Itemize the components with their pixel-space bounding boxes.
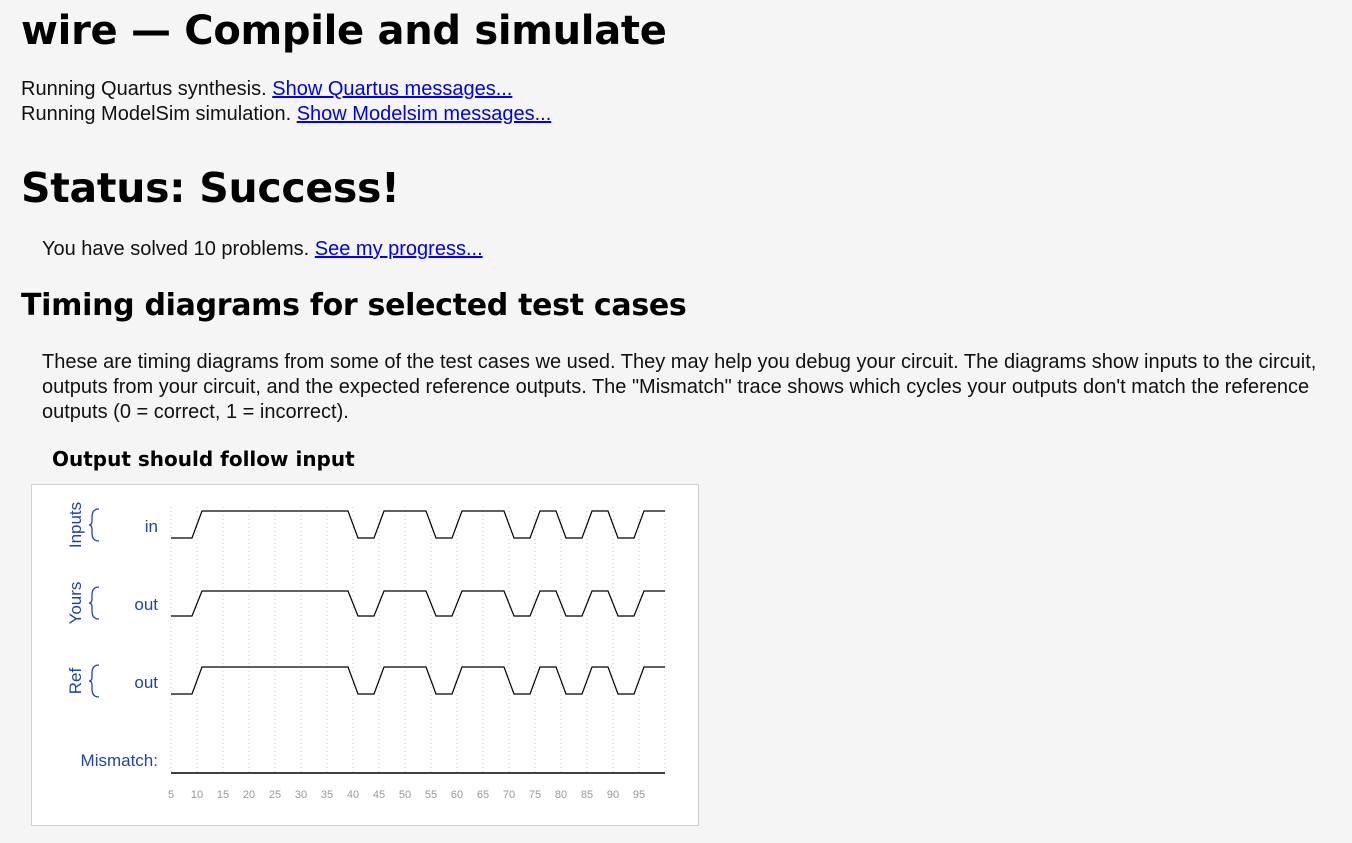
- signal-label-inputs: in: [145, 517, 158, 536]
- tick-label: 95: [633, 789, 645, 801]
- group-label-inputs: Inputs: [66, 502, 85, 548]
- solved-line: You have solved 10 problems. See my prog…: [42, 238, 483, 261]
- show-modelsim-messages-link[interactable]: Show Modelsim messages...: [296, 103, 552, 125]
- tick-label: 50: [399, 789, 411, 801]
- tick-label: 15: [217, 789, 229, 801]
- tick-label: 25: [269, 789, 281, 801]
- tick-label: 90: [607, 789, 619, 801]
- page-title: wire — Compile and simulate: [21, 8, 667, 54]
- modelsim-line: Running ModelSim simulation. Show Models…: [21, 103, 551, 126]
- quartus-line: Running Quartus synthesis. Show Quartus …: [21, 78, 512, 101]
- tick-label: 5: [168, 789, 174, 801]
- waveform-inputs-in: [171, 510, 665, 539]
- tick-label: 55: [425, 789, 437, 801]
- status-heading: Status: Success!: [21, 164, 400, 212]
- group-brace: [88, 664, 100, 698]
- group-label-yours: Yours: [66, 582, 85, 625]
- signal-label-yours: out: [134, 595, 158, 614]
- group-brace: [88, 586, 100, 620]
- tick-label: 40: [347, 789, 359, 801]
- tick-label: 85: [581, 789, 593, 801]
- modelsim-status-text: Running ModelSim simulation.: [21, 103, 292, 125]
- tick-label: 35: [321, 789, 333, 801]
- group-label-ref: Ref: [66, 668, 85, 695]
- timing-diagrams-heading: Timing diagrams for selected test cases: [21, 288, 687, 323]
- quartus-status-text: Running Quartus synthesis.: [21, 78, 267, 100]
- tick-label: 80: [555, 789, 567, 801]
- mismatch-label: Mismatch:: [81, 751, 158, 770]
- tick-label: 75: [529, 789, 541, 801]
- tick-label: 60: [451, 789, 463, 801]
- signal-label-ref: out: [134, 673, 158, 692]
- tick-label: 45: [373, 789, 385, 801]
- show-quartus-messages-link[interactable]: Show Quartus messages...: [272, 78, 513, 100]
- timing-diagram: 5 10 15 20 25 30 35 40 45 50 55 60 65 70 75 80 85 90 95 Inp…: [66, 502, 666, 801]
- tick-label: 30: [295, 789, 307, 801]
- waveform-yours-out: [171, 590, 665, 617]
- tick-label: 20: [243, 789, 255, 801]
- tick-label: 10: [191, 789, 203, 801]
- tick-label: 70: [503, 789, 515, 801]
- solved-count-text: You have solved 10 problems.: [42, 238, 310, 260]
- waveform-ref-out: [171, 666, 665, 695]
- chart-caption: Output should follow input: [52, 447, 355, 471]
- group-brace: [88, 508, 100, 542]
- waveform-panel: 5 10 15 20 25 30 35 40 45 50 55 60 65 70 75 80 85 90 95 Inp…: [31, 484, 699, 826]
- see-progress-link[interactable]: See my progress...: [314, 238, 483, 260]
- timing-description: These are timing diagrams from some of t…: [42, 351, 1317, 423]
- tick-label: 65: [477, 789, 489, 801]
